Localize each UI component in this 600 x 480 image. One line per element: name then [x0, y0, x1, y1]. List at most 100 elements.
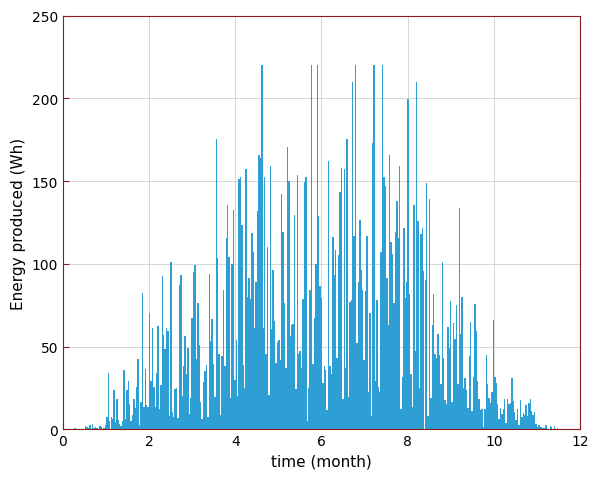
Bar	[361, 270, 362, 430]
Bar	[457, 384, 458, 430]
Bar	[426, 183, 427, 430]
Bar	[508, 404, 510, 430]
Bar	[193, 272, 194, 430]
Bar	[64, 429, 65, 430]
Bar	[277, 342, 278, 430]
Bar	[236, 340, 237, 430]
Bar	[415, 351, 416, 430]
Bar	[271, 329, 272, 430]
Bar	[528, 403, 530, 430]
Bar	[451, 402, 453, 430]
Bar	[139, 425, 140, 430]
Bar	[283, 233, 284, 430]
Bar	[267, 248, 268, 430]
Bar	[329, 366, 331, 430]
Bar	[301, 368, 302, 430]
Bar	[281, 195, 283, 430]
Bar	[253, 252, 254, 430]
Bar	[172, 412, 173, 430]
Bar	[425, 281, 426, 430]
Bar	[103, 428, 105, 430]
Bar	[233, 210, 234, 430]
Bar	[130, 421, 132, 430]
Bar	[107, 373, 109, 430]
Bar	[169, 417, 170, 430]
Bar	[470, 322, 472, 430]
Bar	[335, 251, 337, 430]
Bar	[499, 419, 500, 430]
Bar	[353, 237, 355, 430]
Bar	[294, 216, 295, 430]
Bar	[382, 66, 383, 430]
Bar	[461, 298, 463, 430]
Bar	[550, 427, 551, 430]
Bar	[456, 305, 457, 430]
Bar	[263, 328, 264, 430]
Bar	[395, 232, 396, 430]
Bar	[318, 216, 319, 430]
Bar	[304, 182, 305, 430]
Bar	[280, 360, 281, 430]
Bar	[402, 377, 403, 430]
Bar	[224, 366, 226, 430]
Bar	[184, 336, 186, 430]
Bar	[464, 378, 466, 430]
Bar	[149, 313, 150, 430]
Bar	[229, 257, 230, 430]
Bar	[199, 346, 200, 430]
Bar	[373, 66, 375, 430]
Bar	[207, 417, 209, 430]
Bar	[379, 392, 380, 430]
Bar	[487, 384, 488, 430]
Bar	[342, 399, 344, 430]
Bar	[258, 155, 260, 430]
Bar	[431, 325, 433, 430]
Bar	[182, 396, 183, 430]
Bar	[260, 158, 261, 430]
Bar	[75, 428, 76, 430]
Bar	[250, 300, 251, 430]
Bar	[71, 429, 72, 430]
Bar	[268, 396, 269, 430]
Bar	[555, 429, 557, 430]
Bar	[537, 427, 538, 430]
Bar	[544, 428, 545, 430]
Bar	[215, 140, 217, 430]
Bar	[388, 325, 389, 430]
Bar	[460, 335, 461, 430]
Bar	[569, 429, 571, 430]
Bar	[244, 388, 245, 430]
Bar	[485, 355, 487, 430]
Bar	[150, 382, 152, 430]
Bar	[477, 381, 478, 430]
Bar	[337, 358, 338, 430]
Bar	[496, 383, 497, 430]
Bar	[372, 144, 373, 430]
Bar	[129, 405, 130, 430]
Bar	[413, 206, 415, 430]
Bar	[467, 408, 469, 430]
Bar	[284, 303, 285, 430]
Bar	[288, 182, 290, 430]
Bar	[176, 388, 177, 430]
Bar	[203, 382, 204, 430]
Bar	[359, 220, 361, 430]
Bar	[311, 66, 312, 430]
Bar	[409, 294, 410, 430]
Bar	[67, 429, 68, 430]
Bar	[160, 385, 161, 430]
Bar	[439, 355, 440, 430]
Bar	[143, 407, 145, 430]
Bar	[478, 399, 480, 430]
Bar	[493, 321, 494, 430]
Bar	[217, 259, 218, 430]
Bar	[113, 390, 115, 430]
Bar	[523, 413, 524, 430]
Bar	[483, 427, 484, 430]
Bar	[491, 392, 493, 430]
Bar	[272, 270, 274, 430]
Bar	[202, 419, 203, 430]
Bar	[166, 328, 167, 430]
Bar	[472, 411, 473, 430]
Bar	[85, 426, 86, 430]
